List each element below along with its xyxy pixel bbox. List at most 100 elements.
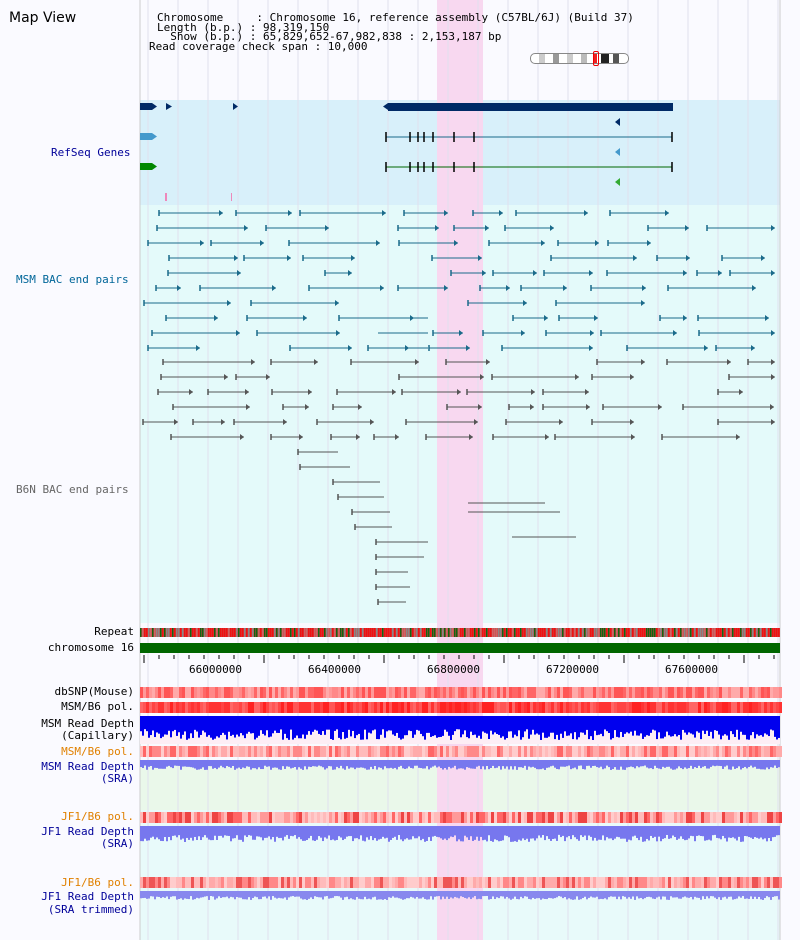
msm-bac-feature[interactable] <box>348 270 352 276</box>
b6n-bac-feature[interactable] <box>480 374 484 380</box>
msm-bac-feature[interactable] <box>752 285 756 291</box>
msm-bac-feature[interactable] <box>234 255 238 261</box>
b6n-bac-feature[interactable] <box>392 389 396 395</box>
msm-bac-feature[interactable] <box>584 210 588 216</box>
gene-feature[interactable] <box>140 163 152 170</box>
msm-bac-feature[interactable] <box>521 330 525 336</box>
track-label-msm-bac[interactable]: MSM BAC end pairs <box>16 273 129 286</box>
msm-bac-feature[interactable] <box>287 255 291 261</box>
b6n-bac-feature[interactable] <box>299 434 303 440</box>
msm-bac-feature[interactable] <box>272 285 276 291</box>
msm-bac-feature[interactable] <box>761 255 765 261</box>
msm-bac-feature[interactable] <box>444 210 448 216</box>
msm-bac-feature[interactable] <box>219 210 223 216</box>
b6n-bac-feature[interactable] <box>245 389 249 395</box>
gene-feature[interactable] <box>615 148 620 156</box>
msm-bac-feature[interactable] <box>590 330 594 336</box>
b6n-bac-feature[interactable] <box>641 359 645 365</box>
b6n-bac-feature[interactable] <box>631 434 635 440</box>
b6n-bac-feature[interactable] <box>531 389 535 395</box>
b6n-bac-feature[interactable] <box>771 419 775 425</box>
msm-bac-feature[interactable] <box>718 270 722 276</box>
track-label-dbsnp[interactable]: dbSNP(Mouse) <box>54 685 134 698</box>
b6n-bac-feature[interactable] <box>174 419 178 425</box>
b6n-bac-feature[interactable] <box>415 359 419 365</box>
gene-feature[interactable] <box>231 193 232 201</box>
msm-bac-feature[interactable] <box>288 210 292 216</box>
msm-bac-feature[interactable] <box>336 330 340 336</box>
track-label-jf1-b6-pol-2[interactable]: JF1/B6 pol. <box>61 876 134 889</box>
msm-bac-feature[interactable] <box>380 285 384 291</box>
msm-bac-feature[interactable] <box>595 240 599 246</box>
msm-bac-feature[interactable] <box>236 330 240 336</box>
msm-bac-feature[interactable] <box>673 330 677 336</box>
msm-bac-feature[interactable] <box>485 225 489 231</box>
gene-feature[interactable] <box>152 133 157 140</box>
msm-bac-feature[interactable] <box>523 300 527 306</box>
msm-bac-feature[interactable] <box>589 345 593 351</box>
msm-bac-feature[interactable] <box>647 240 651 246</box>
b6n-bac-feature[interactable] <box>545 434 549 440</box>
msm-bac-feature[interactable] <box>589 270 593 276</box>
msm-bac-feature[interactable] <box>382 210 386 216</box>
b6n-bac-feature[interactable] <box>221 419 225 425</box>
msm-bac-feature[interactable] <box>771 225 775 231</box>
track-label-jf1-read-depth-trimmed[interactable]: JF1 Read Depth <box>41 890 134 903</box>
gene-feature[interactable] <box>140 103 152 110</box>
msm-bac-feature[interactable] <box>550 225 554 231</box>
msm-bac-feature[interactable] <box>482 270 486 276</box>
b6n-bac-feature[interactable] <box>246 404 250 410</box>
msm-bac-feature[interactable] <box>444 285 448 291</box>
track-label-repeat[interactable]: Repeat <box>94 625 134 638</box>
b6n-bac-feature[interactable] <box>395 434 399 440</box>
msm-bac-feature[interactable] <box>541 240 545 246</box>
gene-feature[interactable] <box>388 103 673 111</box>
msm-bac-feature[interactable] <box>633 255 637 261</box>
msm-bac-feature[interactable] <box>459 330 463 336</box>
b6n-bac-feature[interactable] <box>189 389 193 395</box>
gene-feature[interactable] <box>233 103 238 110</box>
track-label-jf1-read-depth-sra[interactable]: JF1 Read Depth <box>41 825 134 838</box>
msm-bac-feature[interactable] <box>227 300 231 306</box>
b6n-bac-feature[interactable] <box>771 374 775 380</box>
msm-bac-feature[interactable] <box>244 225 248 231</box>
msm-bac-feature[interactable] <box>686 255 690 261</box>
msm-bac-feature[interactable] <box>544 315 548 321</box>
chromosome-ideogram[interactable] <box>530 53 629 64</box>
b6n-bac-feature[interactable] <box>630 374 634 380</box>
msm-bac-feature[interactable] <box>376 240 380 246</box>
b6n-bac-feature[interactable] <box>283 419 287 425</box>
gene-feature[interactable] <box>383 103 388 110</box>
msm-bac-feature[interactable] <box>260 240 264 246</box>
b6n-bac-feature[interactable] <box>251 359 255 365</box>
msm-bac-feature[interactable] <box>751 345 755 351</box>
track-label-msm-b6-pol-1[interactable]: MSM/B6 pol. <box>61 700 134 713</box>
track-label-msm-read-depth-sra[interactable]: MSM Read Depth <box>41 760 134 773</box>
msm-bac-feature[interactable] <box>325 225 329 231</box>
b6n-bac-feature[interactable] <box>314 359 318 365</box>
gene-feature[interactable] <box>165 193 167 201</box>
b6n-bac-feature[interactable] <box>469 434 473 440</box>
b6n-bac-feature[interactable] <box>770 404 774 410</box>
msm-bac-feature[interactable] <box>642 285 646 291</box>
msm-bac-feature[interactable] <box>177 285 181 291</box>
msm-bac-feature[interactable] <box>765 315 769 321</box>
msm-bac-feature[interactable] <box>641 300 645 306</box>
msm-bac-feature[interactable] <box>533 270 537 276</box>
gene-feature[interactable] <box>140 133 152 140</box>
b6n-bac-feature[interactable] <box>370 419 374 425</box>
b6n-bac-feature[interactable] <box>358 404 362 410</box>
msm-bac-feature[interactable] <box>683 315 687 321</box>
track-label-refseq-genes[interactable]: RefSeq Genes <box>51 146 131 159</box>
msm-bac-feature[interactable] <box>303 315 307 321</box>
gene-feature[interactable] <box>615 178 620 186</box>
msm-bac-feature[interactable] <box>771 270 775 276</box>
gene-feature[interactable] <box>152 103 157 110</box>
gene-feature[interactable] <box>615 118 620 126</box>
b6n-bac-feature[interactable] <box>305 404 309 410</box>
gene-feature[interactable] <box>166 103 172 110</box>
msm-bac-feature[interactable] <box>435 225 439 231</box>
b6n-bac-feature[interactable] <box>736 434 740 440</box>
b6n-bac-feature[interactable] <box>658 404 662 410</box>
